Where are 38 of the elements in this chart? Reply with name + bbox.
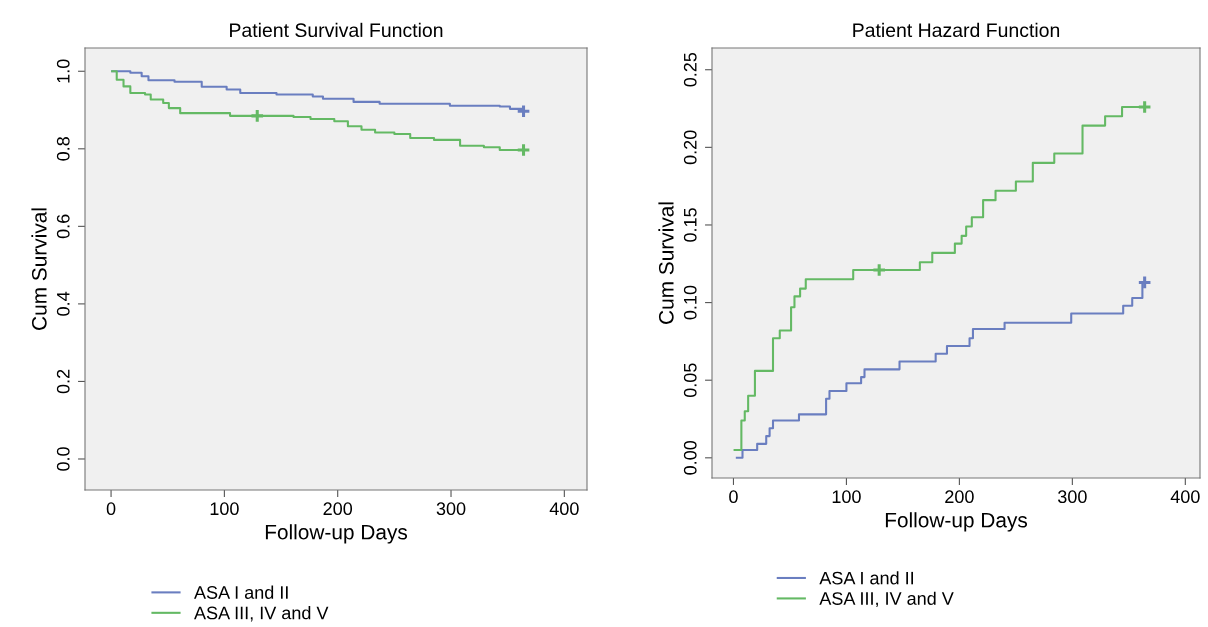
legend-label: ASA I and II — [194, 585, 288, 599]
y-tick-label: 0.8 — [56, 137, 70, 161]
point — [1137, 275, 1152, 290]
x-tick-label: 200 — [323, 502, 353, 516]
y-tick-label: 1.0 — [56, 59, 70, 83]
point — [249, 108, 265, 124]
legend-label: ASA III, IV and V — [819, 591, 954, 608]
point — [1137, 99, 1152, 115]
x-tick-label: 400 — [549, 502, 579, 516]
y-tick-label: 0.10 — [683, 285, 697, 320]
x-tick-label: 300 — [436, 502, 466, 516]
x-tick-label: 0 — [729, 490, 738, 504]
y-tick-label: 0.0 — [56, 447, 70, 471]
legend-label: ASA I and II — [819, 571, 913, 585]
x-tick-label: 200 — [945, 490, 974, 504]
y-tick-label: 0.2 — [56, 369, 70, 394]
x-tick-label: 100 — [210, 502, 239, 516]
x-axis-title: Follow-up Days — [885, 512, 1028, 532]
point — [516, 142, 531, 158]
x-axis-title: Follow-up Days — [265, 524, 408, 544]
x-tick-label: 400 — [1170, 490, 1200, 504]
y-tick-label: 0.15 — [683, 208, 697, 242]
y-tick-label: 0.25 — [683, 52, 697, 87]
y-tick-label: 0.00 — [683, 440, 697, 475]
legend-label: ASA III, IV and V — [194, 606, 329, 622]
chart-title: Patient Survival Function — [230, 22, 443, 38]
point — [516, 103, 531, 119]
y-tick-label: 0.6 — [56, 214, 70, 239]
x-tick-label: 300 — [1057, 490, 1087, 504]
y-axis-title: Cum Survival — [31, 208, 47, 330]
y-tick-label: 0.20 — [683, 130, 697, 165]
chart-title: Patient Hazard Function — [853, 22, 1060, 38]
x-tick-label: 0 — [106, 502, 116, 516]
y-tick-label: 0.4 — [56, 291, 70, 316]
x-tick-label: 100 — [832, 490, 861, 504]
point — [871, 262, 887, 278]
y-tick-label: 0.05 — [683, 363, 697, 398]
y-axis-title: Cum Survival — [658, 202, 674, 324]
